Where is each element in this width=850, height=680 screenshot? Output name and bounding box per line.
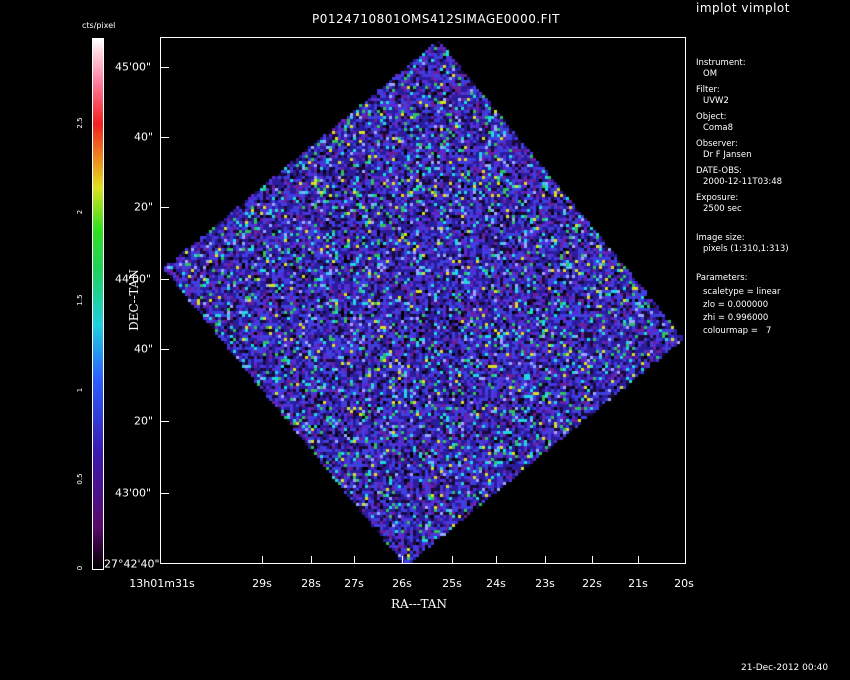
plot-title: P0124710801OMS412SIMAGE0000.FIT xyxy=(312,12,560,26)
y-tick-label: 44'00" xyxy=(115,272,152,286)
y-tick-mark xyxy=(161,67,169,68)
object-value: Coma8 xyxy=(703,123,734,133)
window-title: implot vimplot xyxy=(696,1,790,15)
exposure-value: 2500 sec xyxy=(703,204,742,214)
image-size-value: pixels (1:310,1:313) xyxy=(703,244,789,254)
image-size-label: Image size: xyxy=(696,233,745,243)
observer-value: Dr F Jansen xyxy=(703,150,752,160)
x-tick-mark xyxy=(638,556,639,564)
x-tick-label: 23s xyxy=(535,577,555,590)
y-tick-mark xyxy=(161,207,169,208)
x-tick-label: 20s xyxy=(674,577,694,590)
y-tick-label: 20" xyxy=(134,200,154,214)
x-tick-label: 27s xyxy=(344,577,364,590)
timestamp: 21-Dec-2012 00:40 xyxy=(741,663,829,673)
parameters-label: Parameters: xyxy=(696,273,748,283)
exposure-label: Exposure: xyxy=(696,193,739,203)
y-tick-label: 40" xyxy=(134,130,154,144)
x-tick-label: 24s xyxy=(486,577,506,590)
x-tick-mark xyxy=(452,556,453,564)
x-tick-label: 29s xyxy=(252,577,272,590)
date-obs-value: 2000-12-11T03:48 xyxy=(703,177,783,187)
colorbar-tick-label: 1 xyxy=(76,387,84,393)
instrument-label: Instrument: xyxy=(696,58,746,68)
x-tick-label: 25s xyxy=(442,577,462,590)
colorbar xyxy=(92,38,104,570)
x-tick-mark xyxy=(311,556,312,564)
y-tick-label: 20" xyxy=(134,414,154,428)
colorbar-tick-label: 0.5 xyxy=(76,473,84,485)
y-tick-label: 40" xyxy=(134,342,154,356)
param-zhi: zhi = 0.996000 xyxy=(703,313,769,323)
object-label: Object: xyxy=(696,112,727,122)
x-tick-mark xyxy=(262,556,263,564)
x-axis-label: RA---TAN xyxy=(391,597,447,611)
y-tick-mark xyxy=(161,349,169,350)
colorbar-tick-label: 0 xyxy=(76,565,84,571)
x-tick-label: 28s xyxy=(301,577,321,590)
param-scaletype: scaletype = linear xyxy=(703,287,781,297)
param-zlo: zlo = 0.000000 xyxy=(703,300,769,310)
y-tick-label: 27°42'40" xyxy=(104,557,160,571)
x-tick-mark xyxy=(545,556,546,564)
x-tick-label: 26s xyxy=(392,577,412,590)
colorbar-tick-label: 1.5 xyxy=(76,294,84,306)
y-tick-mark xyxy=(161,421,169,422)
sky-image[interactable] xyxy=(161,38,685,563)
x-tick-label: 13h01m31s xyxy=(129,577,195,590)
date-obs-label: DATE-OBS: xyxy=(696,166,743,176)
plot-frame xyxy=(160,37,686,564)
x-tick-mark xyxy=(592,556,593,564)
x-tick-label: 21s xyxy=(628,577,648,590)
filter-value: UVW2 xyxy=(703,96,729,106)
param-colourmap: colourmap = 7 xyxy=(703,326,772,336)
x-tick-mark xyxy=(402,556,403,564)
colorbar-tick-label: 2 xyxy=(76,209,84,215)
instrument-value: OM xyxy=(703,69,718,79)
y-tick-label: 43'00" xyxy=(115,486,152,500)
y-tick-mark xyxy=(161,137,169,138)
colorbar-tick-label: 2.5 xyxy=(76,117,84,129)
colorbar-label: cts/pixel xyxy=(82,21,116,30)
observer-label: Observer: xyxy=(696,139,738,149)
x-tick-mark xyxy=(354,556,355,564)
x-tick-label: 22s xyxy=(582,577,602,590)
y-tick-mark xyxy=(161,279,169,280)
y-tick-label: 45'00" xyxy=(115,60,152,74)
x-tick-mark xyxy=(496,556,497,564)
y-tick-mark xyxy=(161,493,169,494)
filter-label: Filter: xyxy=(696,85,720,95)
y-axis-label: DEC--TAN xyxy=(127,269,141,331)
